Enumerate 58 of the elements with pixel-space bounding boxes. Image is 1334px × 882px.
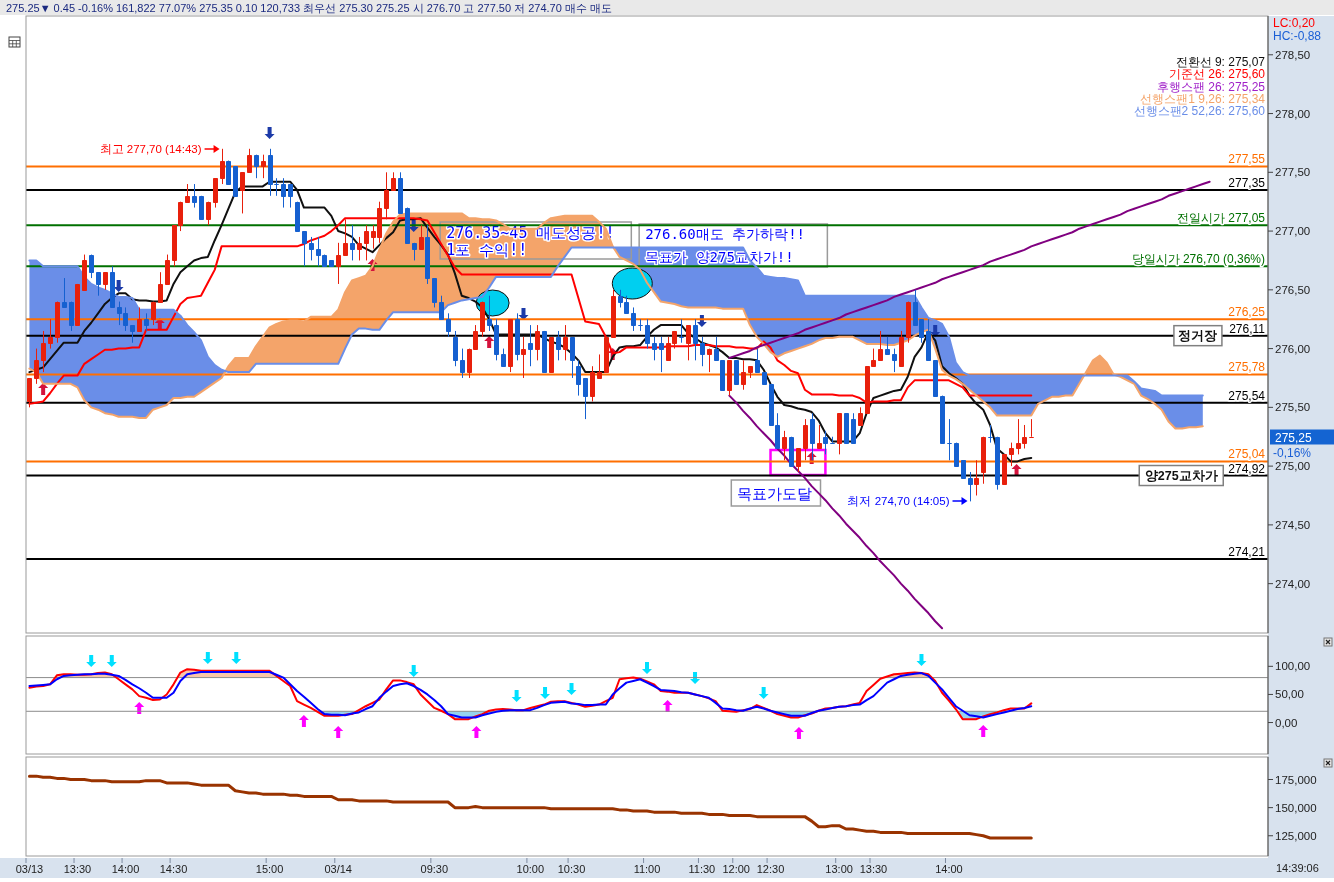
x-tick-label: 10:30 (557, 863, 586, 875)
ref-line-label: 276,11 (1229, 321, 1266, 336)
text: 275,25 (1275, 430, 1313, 445)
y-tick-label: 175,000 (1275, 773, 1317, 786)
x-tick-label: 15:00 (255, 863, 284, 875)
y-tick-label: 277,00 (1275, 225, 1311, 238)
y-tick-label: 277,50 (1275, 166, 1311, 179)
y-tick-label: 125,000 (1275, 829, 1317, 842)
ref-line-label: 275,04 (1228, 447, 1266, 462)
text: -0,16% (1273, 446, 1312, 460)
text: 275.25▼ 0.45 -0.16% 161,822 77.07% 275.35 0.10 120,733 최우선 275.30 275.25 시 276.70 고 277.50 저 274.70 매수 매도 (6, 1, 612, 14)
ref-line-label: 전일시가 277,05 (1176, 211, 1266, 226)
text: 14:39:06 (1276, 862, 1319, 874)
y-tick-label: 276,50 (1275, 283, 1311, 296)
x-tick-label: 13:30 (859, 863, 888, 875)
x-tick-label: 13:30 (63, 863, 92, 875)
ref-line-label: 277,55 (1228, 152, 1266, 167)
text: HC:-0,88 (1273, 29, 1322, 43)
y-tick-label: 100,00 (1275, 660, 1311, 673)
y-tick-label: 50,00 (1275, 688, 1304, 701)
ref-line-label: 277,35 (1228, 175, 1266, 190)
y-tick-label: 0,00 (1275, 716, 1298, 729)
y-tick-label: 275,50 (1275, 401, 1311, 414)
text: 기준선 26: 275,60 (1168, 67, 1266, 82)
x-tick-label: 03/14 (324, 863, 352, 875)
y-tick-label: 150,000 (1275, 801, 1317, 814)
ref-line-label: 275,54 (1228, 388, 1266, 403)
ref-line-label: 274,92 (1228, 461, 1266, 476)
annotation: 최고 277,70 (14:43) (99, 143, 202, 155)
y-tick-label: 276,00 (1275, 342, 1311, 355)
y-tick-label: 274,00 (1275, 577, 1311, 590)
legend-label: 후행스팬 26: 275,25 (1156, 79, 1266, 94)
y-tick-label: 275,00 (1275, 460, 1311, 473)
ref-line-label: 275,78 (1228, 360, 1266, 375)
annotation: 정거장 (1178, 329, 1218, 344)
annotation: 목표가도달 (737, 484, 813, 503)
x-tick-label: 11:00 (633, 863, 661, 875)
x-tick-label: 14:30 (159, 863, 188, 875)
x-tick-label: 12:30 (756, 863, 785, 875)
x-tick-label: 12:00 (722, 863, 750, 875)
text: LC:0,20 (1273, 16, 1316, 30)
annotation: 최저 274,70 (14:05) (847, 495, 950, 507)
ref-line-label: 276,25 (1228, 305, 1266, 320)
x-tick-label: 09:30 (420, 863, 449, 875)
y-tick-label: 274,50 (1275, 518, 1311, 531)
text: 전환선 9: 275,07 (1175, 55, 1266, 69)
ref-line-label: 당일시가 276,70 (0,36%) (1131, 252, 1265, 267)
text: 선행스팬2 52,26: 275,60 (1133, 104, 1266, 119)
ref-line-label: 274,21 (1228, 544, 1266, 559)
x-tick-label: 11:30 (688, 863, 716, 875)
x-tick-label: 14:00 (111, 863, 140, 875)
x-tick-label: 10:00 (516, 863, 545, 875)
x-tick-label: 13:00 (825, 863, 853, 875)
x-tick-label: 03/13 (15, 863, 44, 875)
y-tick-label: 278,50 (1275, 48, 1311, 61)
x-tick-label: 14:00 (935, 863, 963, 875)
y-tick-label: 278,00 (1275, 107, 1311, 120)
annotation: 양275교차가 (1144, 469, 1218, 484)
